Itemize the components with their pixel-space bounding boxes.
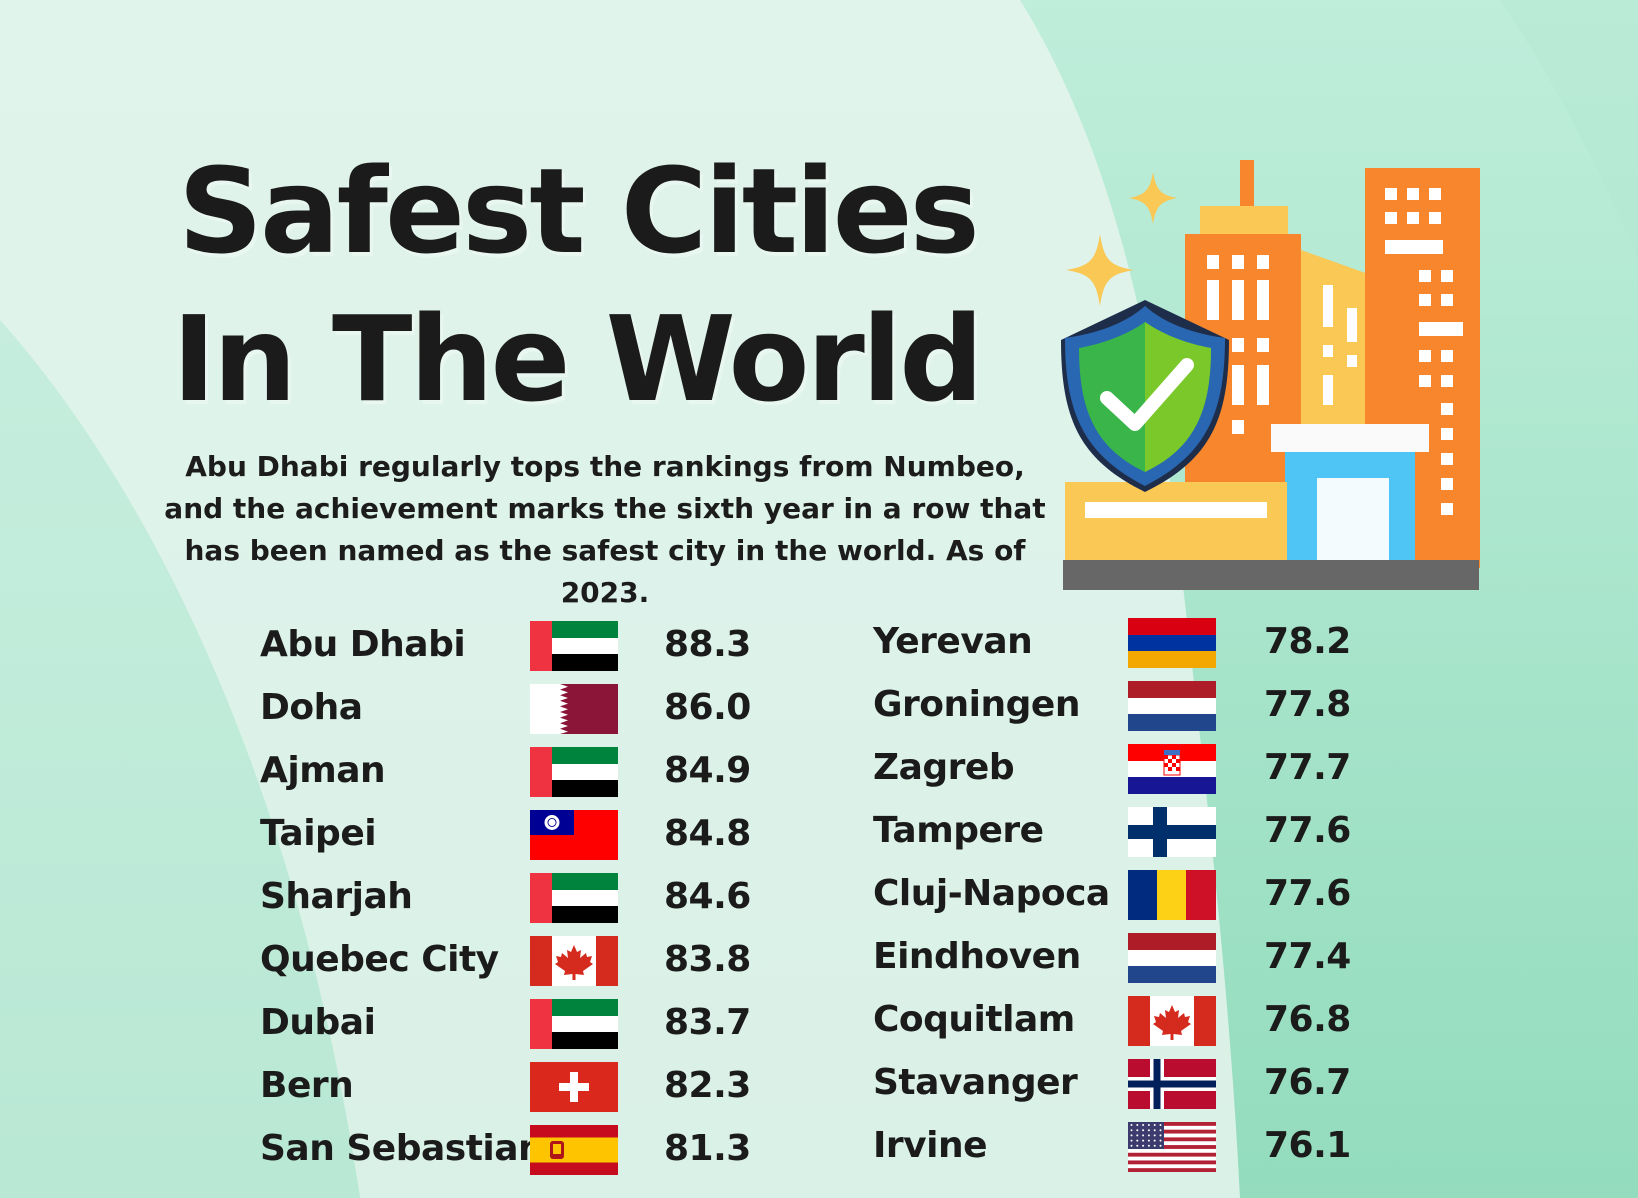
city-name: Cluj-Napoca [873,873,1110,914]
city-name: Eindhoven [873,936,1081,977]
city-name: Abu Dhabi [260,624,466,665]
city-name: Bern [260,1065,354,1106]
city-name: Dubai [260,1002,376,1043]
safety-score: 88.3 [664,624,751,665]
city-row: Groningen 77.8 [0,675,1638,735]
safety-score: 77.8 [1264,684,1351,725]
city-name: Doha [260,687,363,728]
city-row: Doha 86.0 [0,678,1638,738]
safety-score: 84.8 [664,813,751,854]
safety-score: 76.1 [1264,1125,1351,1166]
city-name: Irvine [873,1125,988,1166]
usa-flag-icon [1128,1122,1216,1172]
city-name: Zagreb [873,747,1015,788]
safety-score: 76.8 [1264,999,1351,1040]
subtitle: Abu Dhabi regularly tops the rankings fr… [164,450,1046,609]
canada-flag-icon [530,936,618,986]
safety-score: 77.6 [1264,873,1351,914]
safety-score: 77.7 [1264,747,1351,788]
city-row: Dubai 83.7 [0,993,1638,1053]
city-row: Tampere 77.6 [0,801,1638,861]
safety-score: 83.7 [664,1002,751,1043]
safety-score: 84.9 [664,750,751,791]
safety-score: 82.3 [664,1065,751,1106]
romania-flag-icon [1128,870,1216,920]
finland-flag-icon [1128,807,1216,857]
sparkle-icon [1129,172,1177,224]
uae-flag-icon [530,873,618,923]
netherlands-flag-icon [1128,933,1216,983]
armenia-flag-icon [1128,618,1216,668]
city-name: Quebec City [260,939,499,980]
uae-flag-icon [530,747,618,797]
city-row: Cluj-Napoca 77.6 [0,864,1638,924]
safety-score: 77.6 [1264,810,1351,851]
city-row: Bern 82.3 [0,1056,1638,1116]
city-row: San Sebastian 81.3 [0,1119,1638,1179]
netherlands-flag-icon [1128,681,1216,731]
city-name: Ajman [260,750,386,791]
taiwan-flag-icon [530,810,618,860]
safety-score: 76.7 [1264,1062,1351,1103]
switzerland-flag-icon [530,1062,618,1112]
city-row: Yerevan 78.2 [0,612,1638,672]
croatia-flag-icon [1128,744,1216,794]
city-row: Quebec City 83.8 [0,930,1638,990]
city-row: Irvine 76.1 [0,1116,1638,1176]
safety-score: 78.2 [1264,621,1351,662]
sparkle-icon [1066,234,1134,306]
safety-score: 77.4 [1264,936,1351,977]
city-name: Sharjah [260,876,413,917]
city-name: Stavanger [873,1062,1078,1103]
norway-flag-icon [1128,1059,1216,1109]
city-name: Taipei [260,813,377,854]
title-line-1: Safest Cities [178,142,980,280]
safety-score: 86.0 [664,687,751,728]
city-name: Groningen [873,684,1080,725]
city-row: Taipei 84.8 [0,804,1638,864]
city-row: Ajman 84.9 [0,741,1638,801]
safety-score: 84.6 [664,876,751,917]
city-name: Yerevan [873,621,1033,662]
safety-score: 83.8 [664,939,751,980]
city-row: Zagreb 77.7 [0,738,1638,798]
city-name: Tampere [873,810,1044,851]
city-name: San Sebastian [260,1128,544,1169]
uae-flag-icon [530,999,618,1049]
city-row: Sharjah 84.6 [0,867,1638,927]
city-row: Coquitlam 76.8 [0,990,1638,1050]
city-row: Abu Dhabi 88.3 [0,615,1638,675]
city-row: Stavanger 76.7 [0,1053,1638,1113]
qatar-flag-icon [530,684,618,734]
safety-score: 81.3 [664,1128,751,1169]
canada-flag-icon [1128,996,1216,1046]
shield-icon [1061,300,1229,492]
uae-flag-icon [530,621,618,671]
city-row: Eindhoven 77.4 [0,927,1638,987]
city-shield-illustration [1061,160,1480,590]
title-line-2: In The World [172,290,984,428]
city-name: Coquitlam [873,999,1075,1040]
spain-flag-icon [530,1125,618,1175]
